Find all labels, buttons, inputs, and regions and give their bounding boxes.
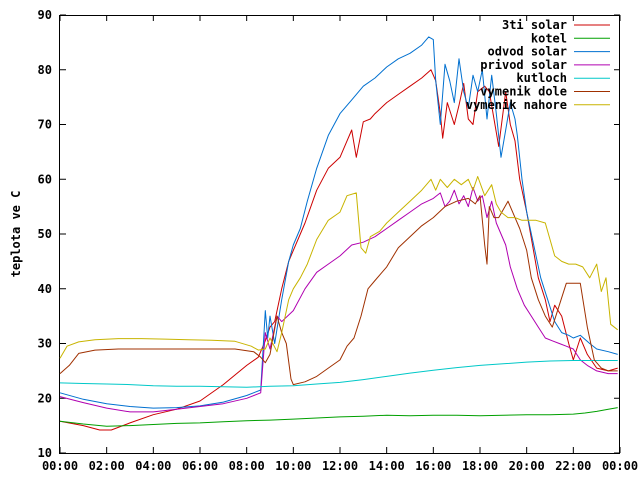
y-tick-label: 70 — [38, 118, 52, 132]
x-tick-label: 00:00 — [42, 459, 78, 473]
legend-label: odvod solar — [488, 45, 567, 59]
x-tick-label: 04:00 — [135, 459, 171, 473]
legend-label: privod solar — [480, 58, 567, 72]
x-tick-label: 10:00 — [275, 459, 311, 473]
series-line — [59, 176, 619, 359]
x-tick-label: 06:00 — [182, 459, 218, 473]
x-tick-label: 14:00 — [369, 459, 405, 473]
x-tick-label: 18:00 — [462, 459, 498, 473]
series-lines — [59, 36, 619, 431]
series-line — [59, 69, 618, 431]
x-tick-label: 02:00 — [89, 459, 125, 473]
x-tick-label: 16:00 — [415, 459, 451, 473]
legend-label: 3ti solar — [502, 18, 567, 32]
series-line — [59, 187, 618, 413]
y-axis-title: teplota ve C — [9, 191, 23, 278]
y-tick-label: 60 — [38, 172, 52, 186]
series-line — [59, 195, 618, 386]
y-tick-label: 40 — [38, 282, 52, 296]
series-line — [59, 36, 618, 409]
x-axis: 00:00 02:00 04:00 06:00 08:00 10:00 12:00 14:00… — [42, 15, 638, 473]
x-tick-label: 08:00 — [229, 459, 265, 473]
y-tick-label: 10 — [38, 446, 52, 460]
y-tick-label: 50 — [38, 227, 52, 241]
y-axis: 10 20 30 40 50 60 70 80 90 — [38, 8, 620, 460]
y-tick-label: 20 — [38, 391, 52, 405]
legend-label: vymenik nahore — [466, 98, 567, 112]
series-line — [59, 407, 618, 427]
y-tick-label: 90 — [38, 8, 52, 22]
series-line — [59, 360, 618, 388]
x-tick-label: 00:00 — [602, 459, 638, 473]
legend-label: kutloch — [516, 71, 567, 85]
legend-label: kotel — [531, 31, 567, 45]
y-tick-label: 30 — [38, 337, 52, 351]
x-tick-label: 22:00 — [555, 459, 591, 473]
legend-label: vymenik dole — [480, 85, 567, 99]
y-tick-label: 80 — [38, 63, 52, 77]
x-tick-label: 20:00 — [509, 459, 545, 473]
x-tick-label: 12:00 — [322, 459, 358, 473]
